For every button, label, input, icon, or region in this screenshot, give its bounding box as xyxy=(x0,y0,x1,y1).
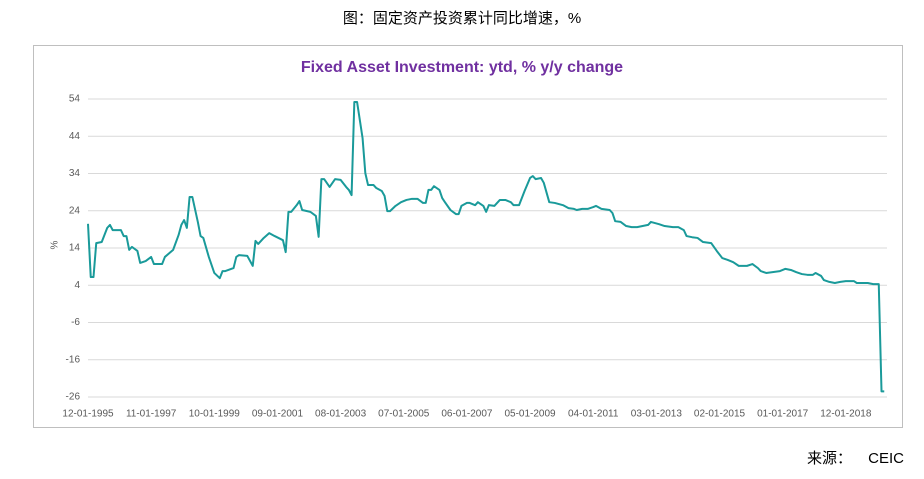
y-tick-label: 54 xyxy=(69,94,81,105)
y-tick-label: 4 xyxy=(74,280,80,291)
x-tick-label: 04-01-2011 xyxy=(568,409,619,420)
x-tick-label: 01-01-2017 xyxy=(757,409,809,420)
x-tick-label: 09-01-2001 xyxy=(252,409,304,420)
y-tick-label: -16 xyxy=(66,354,81,365)
y-tick-label: -26 xyxy=(66,392,81,403)
x-tick-label: 12-01-2018 xyxy=(820,409,872,420)
x-tick-label: 11-01-1997 xyxy=(126,409,177,420)
x-tick-label: 06-01-2007 xyxy=(441,409,493,420)
y-tick-label: 24 xyxy=(69,205,81,216)
x-tick-label: 12-01-1995 xyxy=(62,409,114,420)
x-tick-label: 07-01-2005 xyxy=(378,409,430,420)
source-label: 来源： xyxy=(807,450,852,467)
caption: 图：固定资产投资累计同比增速，% xyxy=(343,10,581,27)
x-tick-label: 03-01-2013 xyxy=(631,409,683,420)
y-tick-label: -6 xyxy=(71,317,80,328)
data-line xyxy=(87,100,885,393)
source: CEIC xyxy=(868,450,904,467)
y-axis-label: % xyxy=(50,240,61,249)
x-tick-label: 05-01-2009 xyxy=(504,409,556,420)
x-tick-label: 02-01-2015 xyxy=(694,409,746,420)
y-tick-label: 44 xyxy=(69,131,81,142)
chart-title: Fixed Asset Investment: ytd, % y/y chang… xyxy=(301,59,623,76)
x-tick-label: 08-01-2003 xyxy=(315,409,367,420)
y-tick-label: 34 xyxy=(69,168,81,179)
chart-frame xyxy=(33,45,903,428)
x-tick-label: 10-01-1999 xyxy=(189,409,241,420)
y-tick-label: 14 xyxy=(69,243,81,254)
